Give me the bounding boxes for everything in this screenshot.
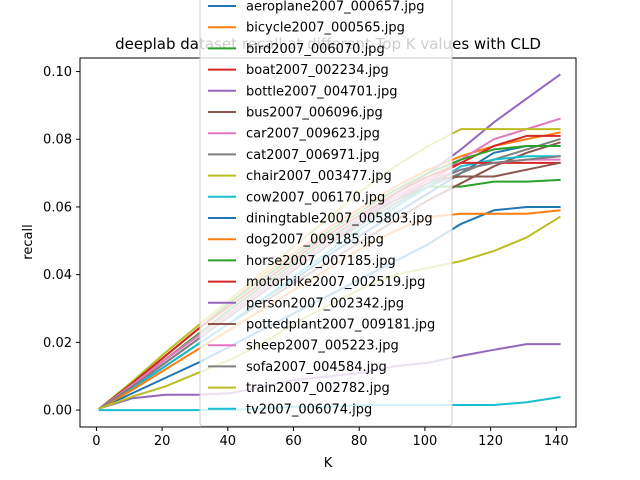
legend-entry: bicycle2007_000565.jpg — [246, 21, 405, 36]
y-tick-label: 0.04 — [43, 268, 72, 283]
x-tick-label: 40 — [220, 434, 237, 449]
legend-entry: dog2007_009185.jpg — [246, 233, 384, 248]
legend-entry: horse2007_007185.jpg — [246, 254, 396, 269]
legend: aeroplane2007_000657.jpg bicycle2007_0005… — [199, 0, 453, 427]
legend-entry: motorbike2007_002519.jpg — [246, 275, 425, 290]
y-tick-label: 0.02 — [43, 336, 72, 351]
x-tick-label: 80 — [351, 434, 368, 449]
legend-box — [199, 0, 453, 427]
x-tick-label: 140 — [544, 434, 569, 449]
x-axis-label: K — [324, 456, 333, 471]
legend-entry: aeroplane2007_000657.jpg — [246, 0, 425, 15]
legend-entry: chair2007_003477.jpg — [246, 169, 392, 184]
legend-entry: bottle2007_004701.jpg — [246, 84, 397, 99]
legend-entry: bus2007_006096.jpg — [246, 106, 383, 121]
y-tick-label: 0.06 — [43, 200, 72, 215]
legend-entry: bird2007_006070.jpg — [246, 42, 385, 57]
x-tick-label: 100 — [412, 434, 437, 449]
legend-entry: boat2007_002234.jpg — [246, 63, 389, 78]
y-tick-label: 0.00 — [43, 404, 72, 419]
legend-entry: sheep2007_005223.jpg — [246, 339, 399, 354]
legend-entry: person2007_002342.jpg — [246, 296, 404, 311]
legend-entry: cow2007_006170.jpg — [246, 190, 385, 205]
x-tick-label: 0 — [92, 434, 100, 449]
legend-entry: diningtable2007_005803.jpg — [246, 212, 433, 227]
x-tick-label: 120 — [478, 434, 503, 449]
legend-entry: sofa2007_004584.jpg — [246, 360, 387, 375]
legend-entry: car2007_009623.jpg — [246, 127, 380, 142]
legend-entry: train2007_002782.jpg — [246, 381, 390, 396]
y-tick-label: 0.10 — [43, 65, 72, 80]
legend-entry: tv2007_006074.jpg — [246, 402, 372, 417]
y-tick-label: 0.08 — [43, 133, 72, 148]
legend-entry: cat2007_006971.jpg — [246, 148, 380, 163]
x-tick-label: 20 — [154, 434, 171, 449]
legend-entry: pottedplant2007_009181.jpg — [246, 318, 435, 333]
x-tick-label: 60 — [285, 434, 302, 449]
y-axis-label: recall — [21, 224, 36, 259]
